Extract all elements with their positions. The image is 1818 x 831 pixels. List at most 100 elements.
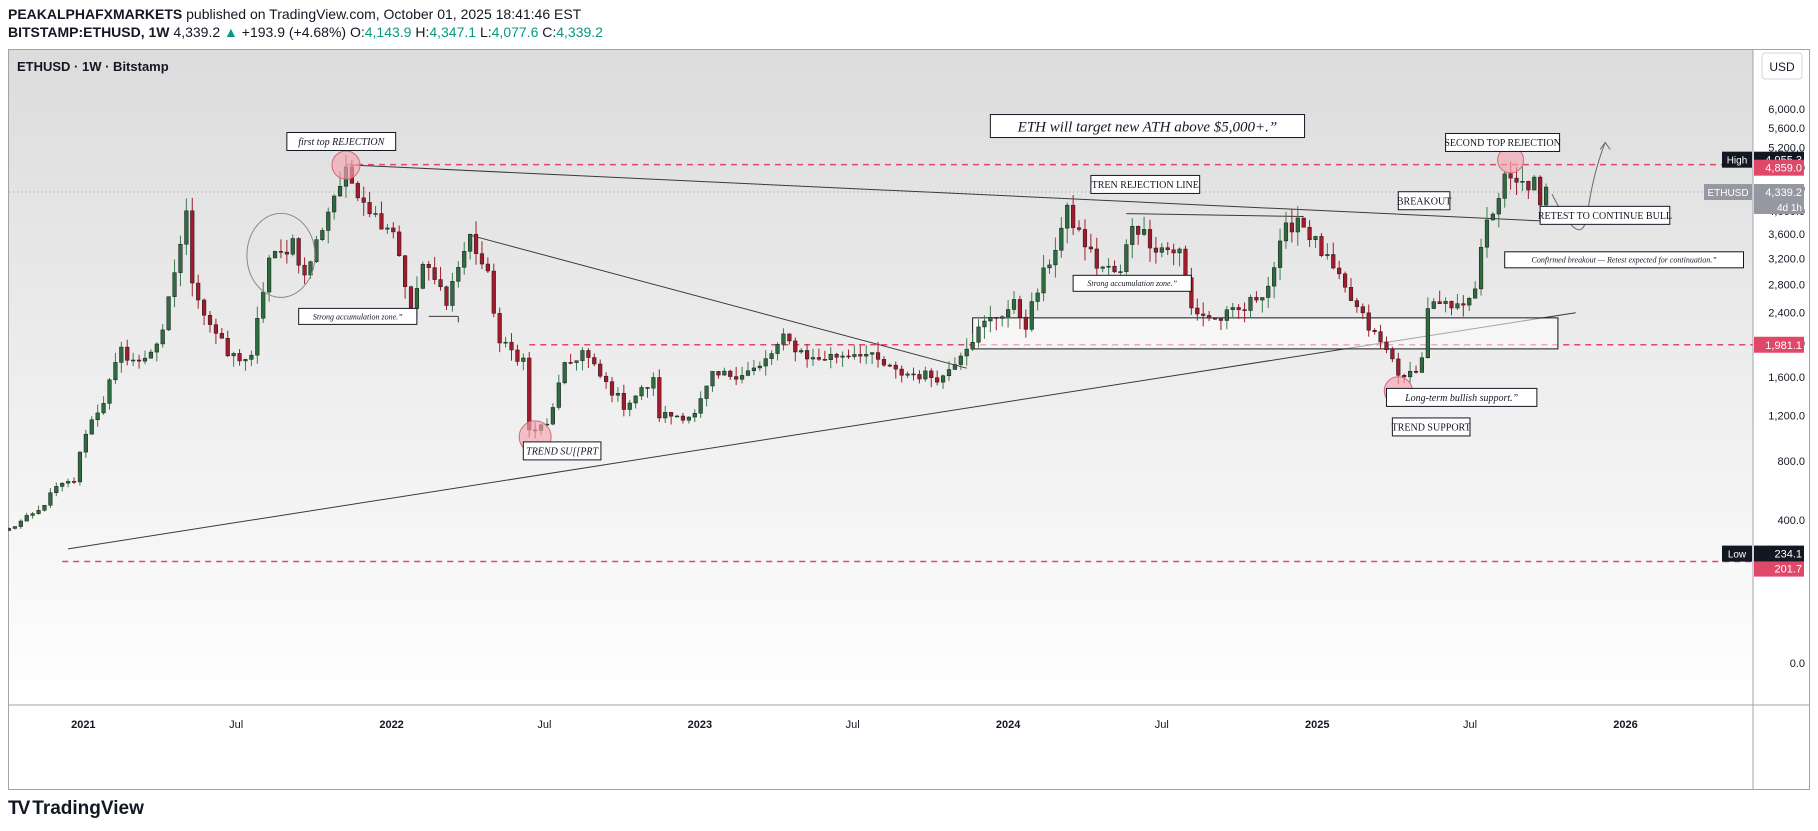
candle bbox=[509, 333, 514, 361]
price-axis[interactable]: USD6,000.05,600.05,200.04,800.04,400.04,… bbox=[1704, 49, 1805, 790]
currency-button[interactable] bbox=[1761, 52, 1803, 80]
candle bbox=[1112, 260, 1117, 274]
y-tick-label: 2,400.0 bbox=[1768, 308, 1805, 320]
candle bbox=[592, 353, 597, 367]
y-tick-label: 6,000.0 bbox=[1768, 104, 1805, 116]
candle bbox=[125, 339, 130, 366]
tradingview-brand[interactable]: TV TradingView bbox=[8, 798, 144, 820]
candle bbox=[793, 337, 798, 362]
candle bbox=[503, 336, 508, 348]
candle bbox=[1082, 219, 1088, 261]
candle bbox=[645, 387, 650, 398]
candle bbox=[284, 239, 289, 264]
candle bbox=[639, 384, 644, 401]
candle bbox=[1266, 276, 1271, 308]
trend-rejection-line bbox=[351, 164, 1570, 223]
candle bbox=[905, 371, 910, 379]
candle bbox=[1106, 258, 1111, 276]
candle bbox=[272, 250, 278, 259]
svg-text:ETH will target new ATH above: ETH will target new ATH above $5,000+.” bbox=[1017, 119, 1278, 135]
candle bbox=[1360, 303, 1365, 320]
candle bbox=[556, 374, 561, 410]
candle bbox=[1384, 336, 1389, 354]
svg-text:201.7: 201.7 bbox=[1774, 564, 1802, 576]
x-tick-label: Jul bbox=[1155, 719, 1169, 731]
candle bbox=[1449, 300, 1454, 316]
candle bbox=[332, 194, 337, 220]
candle bbox=[166, 296, 171, 332]
candle bbox=[698, 391, 703, 418]
time-axis[interactable]: 2021 Jul 2022 Jul 2023 Jul 2024 Jul 2025 Jul 2026 bbox=[8, 704, 1810, 731]
candle bbox=[320, 227, 325, 242]
candle bbox=[479, 241, 485, 270]
candle bbox=[994, 317, 999, 331]
price-chart[interactable]: ETHUSD · 1W · Bitstamp ETH will target ne… bbox=[8, 49, 1810, 790]
author-name[interactable]: PEAKALPHAFXMARKETS bbox=[8, 6, 183, 22]
candle bbox=[881, 356, 887, 367]
close-value: 4,339.2 bbox=[556, 24, 603, 40]
candle bbox=[923, 366, 928, 382]
candle bbox=[178, 235, 183, 287]
candle bbox=[1342, 271, 1348, 293]
candle bbox=[745, 361, 751, 377]
candle bbox=[870, 352, 875, 365]
candle bbox=[154, 342, 159, 362]
candle bbox=[1011, 291, 1017, 314]
candle bbox=[12, 526, 17, 530]
symbol-label: BITSTAMP:ETHUSD, 1W bbox=[8, 24, 170, 40]
candle bbox=[71, 477, 77, 484]
candle bbox=[1047, 259, 1052, 274]
svg-text:first top REJECTION: first top REJECTION bbox=[298, 137, 385, 148]
candle bbox=[1207, 310, 1212, 322]
candle bbox=[970, 333, 975, 352]
candle bbox=[1484, 207, 1490, 258]
candle bbox=[946, 361, 952, 381]
high-close-marker: 4,859.0 bbox=[1754, 159, 1804, 176]
svg-text:Long-term bullish support.”: Long-term bullish support.” bbox=[1404, 393, 1519, 404]
candle bbox=[864, 345, 869, 365]
candle bbox=[627, 400, 632, 417]
candle bbox=[1307, 220, 1312, 248]
candle bbox=[917, 370, 922, 384]
y-tick-label: 1,600.0 bbox=[1768, 372, 1805, 384]
candle bbox=[1000, 315, 1005, 327]
svg-text:ETHUSD: ETHUSD bbox=[1707, 188, 1748, 199]
candle bbox=[1177, 247, 1182, 267]
candle bbox=[190, 197, 195, 297]
candle bbox=[1100, 266, 1105, 273]
candle bbox=[1473, 281, 1478, 299]
candle bbox=[1094, 237, 1099, 279]
candle bbox=[468, 233, 473, 260]
last-price: 4,339.2 bbox=[173, 24, 221, 40]
candle bbox=[1289, 209, 1294, 243]
candle bbox=[172, 259, 177, 308]
y-tick-label: 5,600.0 bbox=[1768, 123, 1805, 135]
candle bbox=[30, 511, 35, 519]
chart-title: ETHUSD · 1W · Bitstamp bbox=[17, 59, 169, 74]
candle bbox=[716, 371, 721, 379]
last-price-marker: ETHUSD 4,339.2 4d 1h bbox=[1704, 184, 1804, 215]
candle bbox=[119, 341, 124, 373]
candle bbox=[598, 359, 603, 379]
y-tick-label: 0.0 bbox=[1790, 658, 1805, 670]
low-value: 4,077.6 bbox=[491, 24, 539, 40]
candle bbox=[403, 255, 408, 299]
candle bbox=[196, 274, 201, 309]
x-tick-label: 2024 bbox=[996, 719, 1021, 731]
open-label: O: bbox=[349, 24, 365, 40]
candle bbox=[66, 478, 71, 488]
candle bbox=[615, 387, 621, 402]
low-marker: Low 234.1 201.7 bbox=[1722, 545, 1804, 577]
chart-header: PEAKALPHAFXMARKETS published on TradingV… bbox=[8, 5, 1808, 42]
candle bbox=[1023, 309, 1028, 338]
candle bbox=[734, 366, 739, 386]
candle bbox=[225, 330, 230, 358]
descending-line bbox=[469, 234, 967, 369]
candle bbox=[36, 505, 41, 515]
candle bbox=[278, 239, 284, 259]
candle bbox=[710, 371, 715, 392]
candle bbox=[887, 363, 892, 368]
x-tick-label: Jul bbox=[846, 719, 860, 731]
x-tick-label: 2025 bbox=[1305, 719, 1329, 731]
candle bbox=[379, 201, 384, 230]
